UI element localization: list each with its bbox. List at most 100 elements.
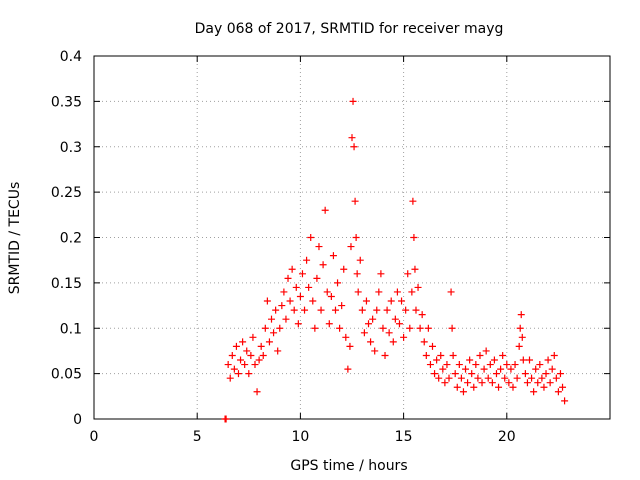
data-point [550, 351, 558, 359]
data-point [462, 365, 470, 373]
data-point [294, 320, 302, 328]
data-point [351, 197, 359, 205]
data-point [307, 234, 315, 241]
data-point [448, 324, 456, 332]
data-point [344, 365, 352, 373]
data-point [346, 342, 354, 350]
data-point [371, 347, 379, 355]
data-point [362, 297, 370, 305]
data-point [439, 365, 447, 373]
data-point [329, 252, 337, 260]
data-point [422, 351, 430, 359]
data-point [451, 370, 459, 378]
data-point [513, 374, 521, 382]
data-point [540, 383, 548, 391]
data-point [391, 315, 399, 323]
data-point [490, 356, 498, 364]
y-tick-label: 0 [73, 412, 82, 428]
data-point [367, 338, 375, 346]
data-point [526, 356, 534, 364]
data-point [536, 361, 544, 369]
data-point [486, 361, 494, 369]
grid-lines [94, 56, 610, 419]
y-tick-label: 0.1 [60, 321, 82, 337]
data-point [404, 270, 412, 278]
data-point [418, 311, 426, 319]
data-point [377, 270, 385, 278]
data-point [495, 383, 503, 391]
data-point [492, 370, 500, 378]
x-tick-label: 15 [395, 429, 413, 445]
data-point [331, 306, 339, 314]
data-point [472, 361, 480, 369]
data-point [464, 379, 472, 387]
data-point [327, 292, 335, 300]
data-point [480, 365, 488, 373]
data-point [406, 324, 414, 332]
data-point [222, 415, 230, 423]
data-point [468, 370, 476, 378]
data-point [313, 274, 321, 282]
data-point [426, 361, 434, 369]
data-point [561, 397, 569, 405]
data-point [518, 333, 526, 341]
data-point [247, 351, 255, 359]
y-tick-label: 0.4 [60, 49, 82, 65]
data-point [381, 351, 389, 359]
data-point [488, 379, 496, 387]
data-point [303, 256, 311, 264]
data-point [556, 370, 564, 378]
y-axis-label: SRMTID / TECUs [7, 182, 23, 295]
data-point [410, 234, 418, 241]
data-point [334, 279, 342, 287]
data-point [437, 351, 445, 359]
data-point [311, 324, 319, 332]
data-point [453, 383, 461, 391]
data-point [360, 329, 368, 337]
data-point [398, 297, 406, 305]
data-point [280, 288, 288, 296]
data-point [292, 283, 300, 291]
data-point [449, 351, 457, 359]
data-point [350, 143, 358, 151]
data-point [387, 297, 395, 305]
data-point [511, 361, 519, 369]
data-point [414, 283, 422, 291]
data-point [544, 356, 552, 364]
x-tick-label: 20 [498, 429, 516, 445]
data-point [265, 338, 273, 346]
data-point [309, 297, 317, 305]
data-point [559, 383, 567, 391]
data-point [503, 361, 511, 369]
data-point [274, 347, 282, 355]
data-point [347, 243, 355, 251]
data-point [352, 234, 360, 241]
data-point [474, 374, 482, 382]
data-point [319, 261, 327, 269]
data-point [509, 383, 517, 391]
data-point [379, 324, 387, 332]
data-point [290, 306, 298, 314]
data-point [284, 274, 292, 282]
x-tick-label: 0 [90, 429, 99, 445]
data-point [301, 306, 309, 314]
data-point [431, 370, 439, 378]
data-point [251, 361, 259, 369]
data-point [501, 374, 509, 382]
data-point [554, 388, 562, 396]
y-tick-label: 0.15 [51, 276, 82, 292]
data-points [221, 97, 569, 423]
data-point [532, 365, 540, 373]
data-point [230, 365, 238, 373]
data-point [393, 288, 401, 296]
x-axis-label: GPS time / hours [290, 458, 407, 474]
data-point [249, 333, 257, 341]
data-point [375, 288, 383, 296]
data-point [478, 379, 486, 387]
data-point [383, 306, 391, 314]
data-point [278, 302, 286, 310]
data-point [499, 351, 507, 359]
y-tick-label: 0.2 [60, 231, 82, 247]
data-point [259, 351, 267, 359]
